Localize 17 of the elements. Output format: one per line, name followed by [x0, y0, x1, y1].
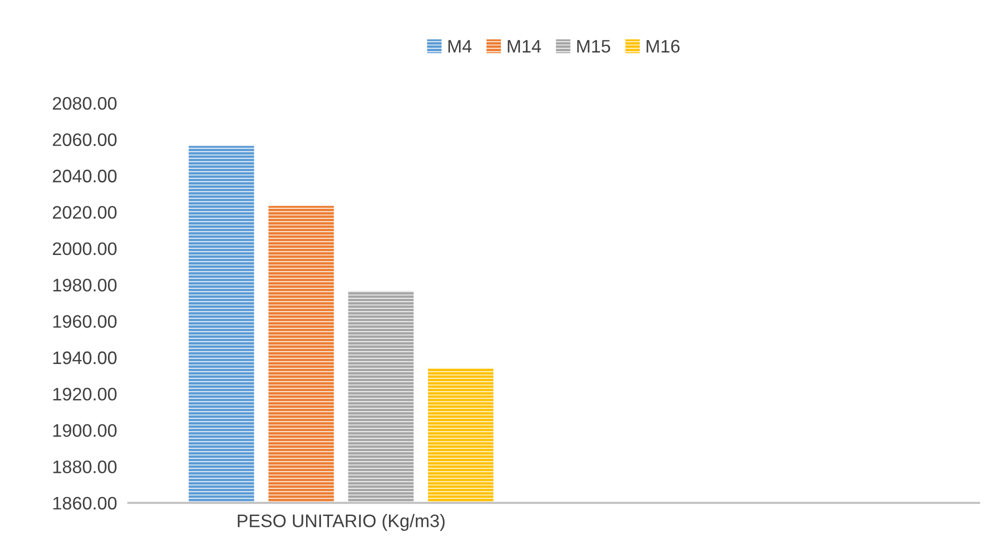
y-tick-label: 1940.00 [53, 351, 117, 364]
y-tick-label: 1900.00 [53, 424, 117, 437]
legend-label: M4 [448, 40, 472, 53]
y-tick-label: 2000.00 [52, 242, 117, 256]
y-tick-label: 1860.00 [53, 496, 117, 510]
y-tick-label: 1920.00 [53, 388, 117, 401]
y-tick-label: 1960.00 [53, 315, 117, 328]
y-tick-label: 2080.00 [52, 96, 117, 110]
y-tick-label: 2040.00 [52, 170, 117, 182]
y-tick-label: 2020.00 [52, 206, 117, 219]
x-tick-label: PESO UNITARIO (Kg/m3) [238, 514, 445, 531]
y-tick-label: 2060.00 [52, 133, 117, 146]
y-tick-label: 1980.00 [53, 278, 117, 292]
legend-label: M15 [577, 40, 610, 53]
legend-label: M16 [646, 40, 680, 53]
legend-label: M14 [508, 40, 541, 53]
y-tick-label: 1880.00 [53, 460, 117, 474]
